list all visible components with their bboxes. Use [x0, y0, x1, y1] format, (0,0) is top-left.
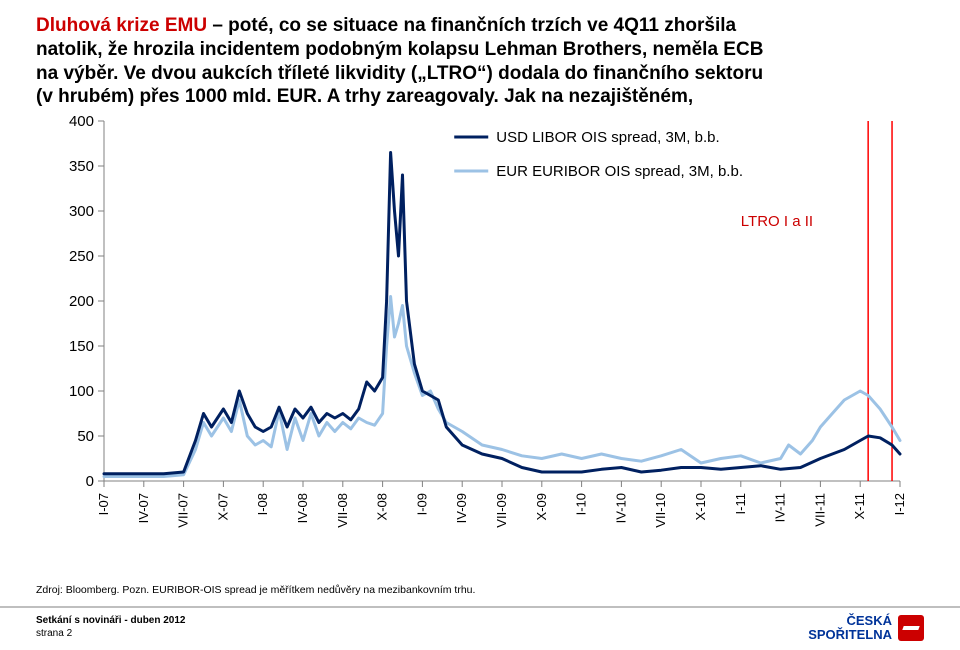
svg-text:IV-08: IV-08 — [295, 493, 310, 523]
svg-text:X-10: X-10 — [693, 493, 708, 520]
logo-text: ČESKÁ SPOŘITELNA — [808, 614, 892, 641]
footer: Setkání s novináři - duben 2012 strana 2… — [0, 606, 960, 650]
logo-line2: SPOŘITELNA — [808, 628, 892, 642]
svg-text:I-07: I-07 — [96, 493, 111, 515]
title-rest-1: natolik, že hrozila incidentem podobným … — [36, 38, 924, 62]
svg-text:I-12: I-12 — [892, 493, 907, 515]
svg-text:I-11: I-11 — [733, 493, 748, 514]
slide: Dluhová krize EMU – poté, co se situace … — [0, 0, 960, 650]
footer-left: Setkání s novináři - duben 2012 strana 2 — [36, 614, 186, 640]
title-rest-2: na výběr. Ve dvou aukcích tříleté likvid… — [36, 62, 924, 86]
svg-text:150: 150 — [69, 338, 94, 355]
footer-line1: Setkání s novináři - duben 2012 — [36, 614, 186, 627]
svg-text:IV-10: IV-10 — [613, 493, 628, 523]
svg-text:100: 100 — [69, 383, 94, 400]
svg-text:300: 300 — [69, 203, 94, 220]
svg-text:I-09: I-09 — [414, 493, 429, 515]
svg-text:VII-11: VII-11 — [812, 493, 827, 527]
svg-text:LTRO I a II: LTRO I a II — [741, 213, 813, 230]
svg-text:200: 200 — [69, 293, 94, 310]
svg-text:X-11: X-11 — [852, 493, 867, 520]
svg-text:0: 0 — [86, 473, 94, 490]
svg-text:400: 400 — [69, 115, 94, 130]
svg-text:X-08: X-08 — [375, 493, 390, 520]
title-rest-3: (v hrubém) přes 1000 mld. EUR. A trhy za… — [36, 85, 924, 109]
slide-title: Dluhová krize EMU – poté, co se situace … — [36, 14, 924, 109]
svg-text:IV-11: IV-11 — [773, 493, 788, 522]
title-rest-0: – poté, co se situace na finančních trzí… — [207, 15, 736, 36]
svg-text:IV-07: IV-07 — [136, 493, 151, 523]
svg-text:X-09: X-09 — [534, 493, 549, 520]
svg-text:X-07: X-07 — [215, 493, 230, 520]
svg-text:I-08: I-08 — [255, 493, 270, 515]
source-note: Zdroj: Bloomberg. Pozn. EURIBOR-OIS spre… — [36, 584, 475, 596]
svg-text:250: 250 — [69, 248, 94, 265]
chart: 0 50 100 150 200 250 300 350 400 I-07 IV-07 VII-07 X… — [50, 115, 920, 535]
svg-text:VII-10: VII-10 — [653, 493, 668, 528]
logo-mark — [898, 615, 924, 641]
title-lead: Dluhová krize EMU — [36, 15, 207, 36]
svg-text:VII-08: VII-08 — [335, 493, 350, 528]
svg-text:VII-07: VII-07 — [176, 493, 191, 528]
chart-svg: 0 50 100 150 200 250 300 350 400 I-07 IV-07 VII-07 X… — [50, 115, 920, 535]
footer-line2: strana 2 — [36, 627, 186, 640]
svg-text:I-10: I-10 — [574, 493, 589, 515]
svg-text:VII-09: VII-09 — [494, 493, 509, 528]
logo: ČESKÁ SPOŘITELNA — [808, 614, 924, 641]
svg-text:USD LIBOR OIS spread, 3M, b.b.: USD LIBOR OIS spread, 3M, b.b. — [496, 129, 719, 146]
svg-text:350: 350 — [69, 158, 94, 175]
svg-text:50: 50 — [77, 428, 94, 445]
logo-line1: ČESKÁ — [808, 614, 892, 628]
svg-text:EUR EURIBOR OIS spread, 3M, b.: EUR EURIBOR OIS spread, 3M, b.b. — [496, 163, 743, 180]
svg-text:IV-09: IV-09 — [454, 493, 469, 523]
